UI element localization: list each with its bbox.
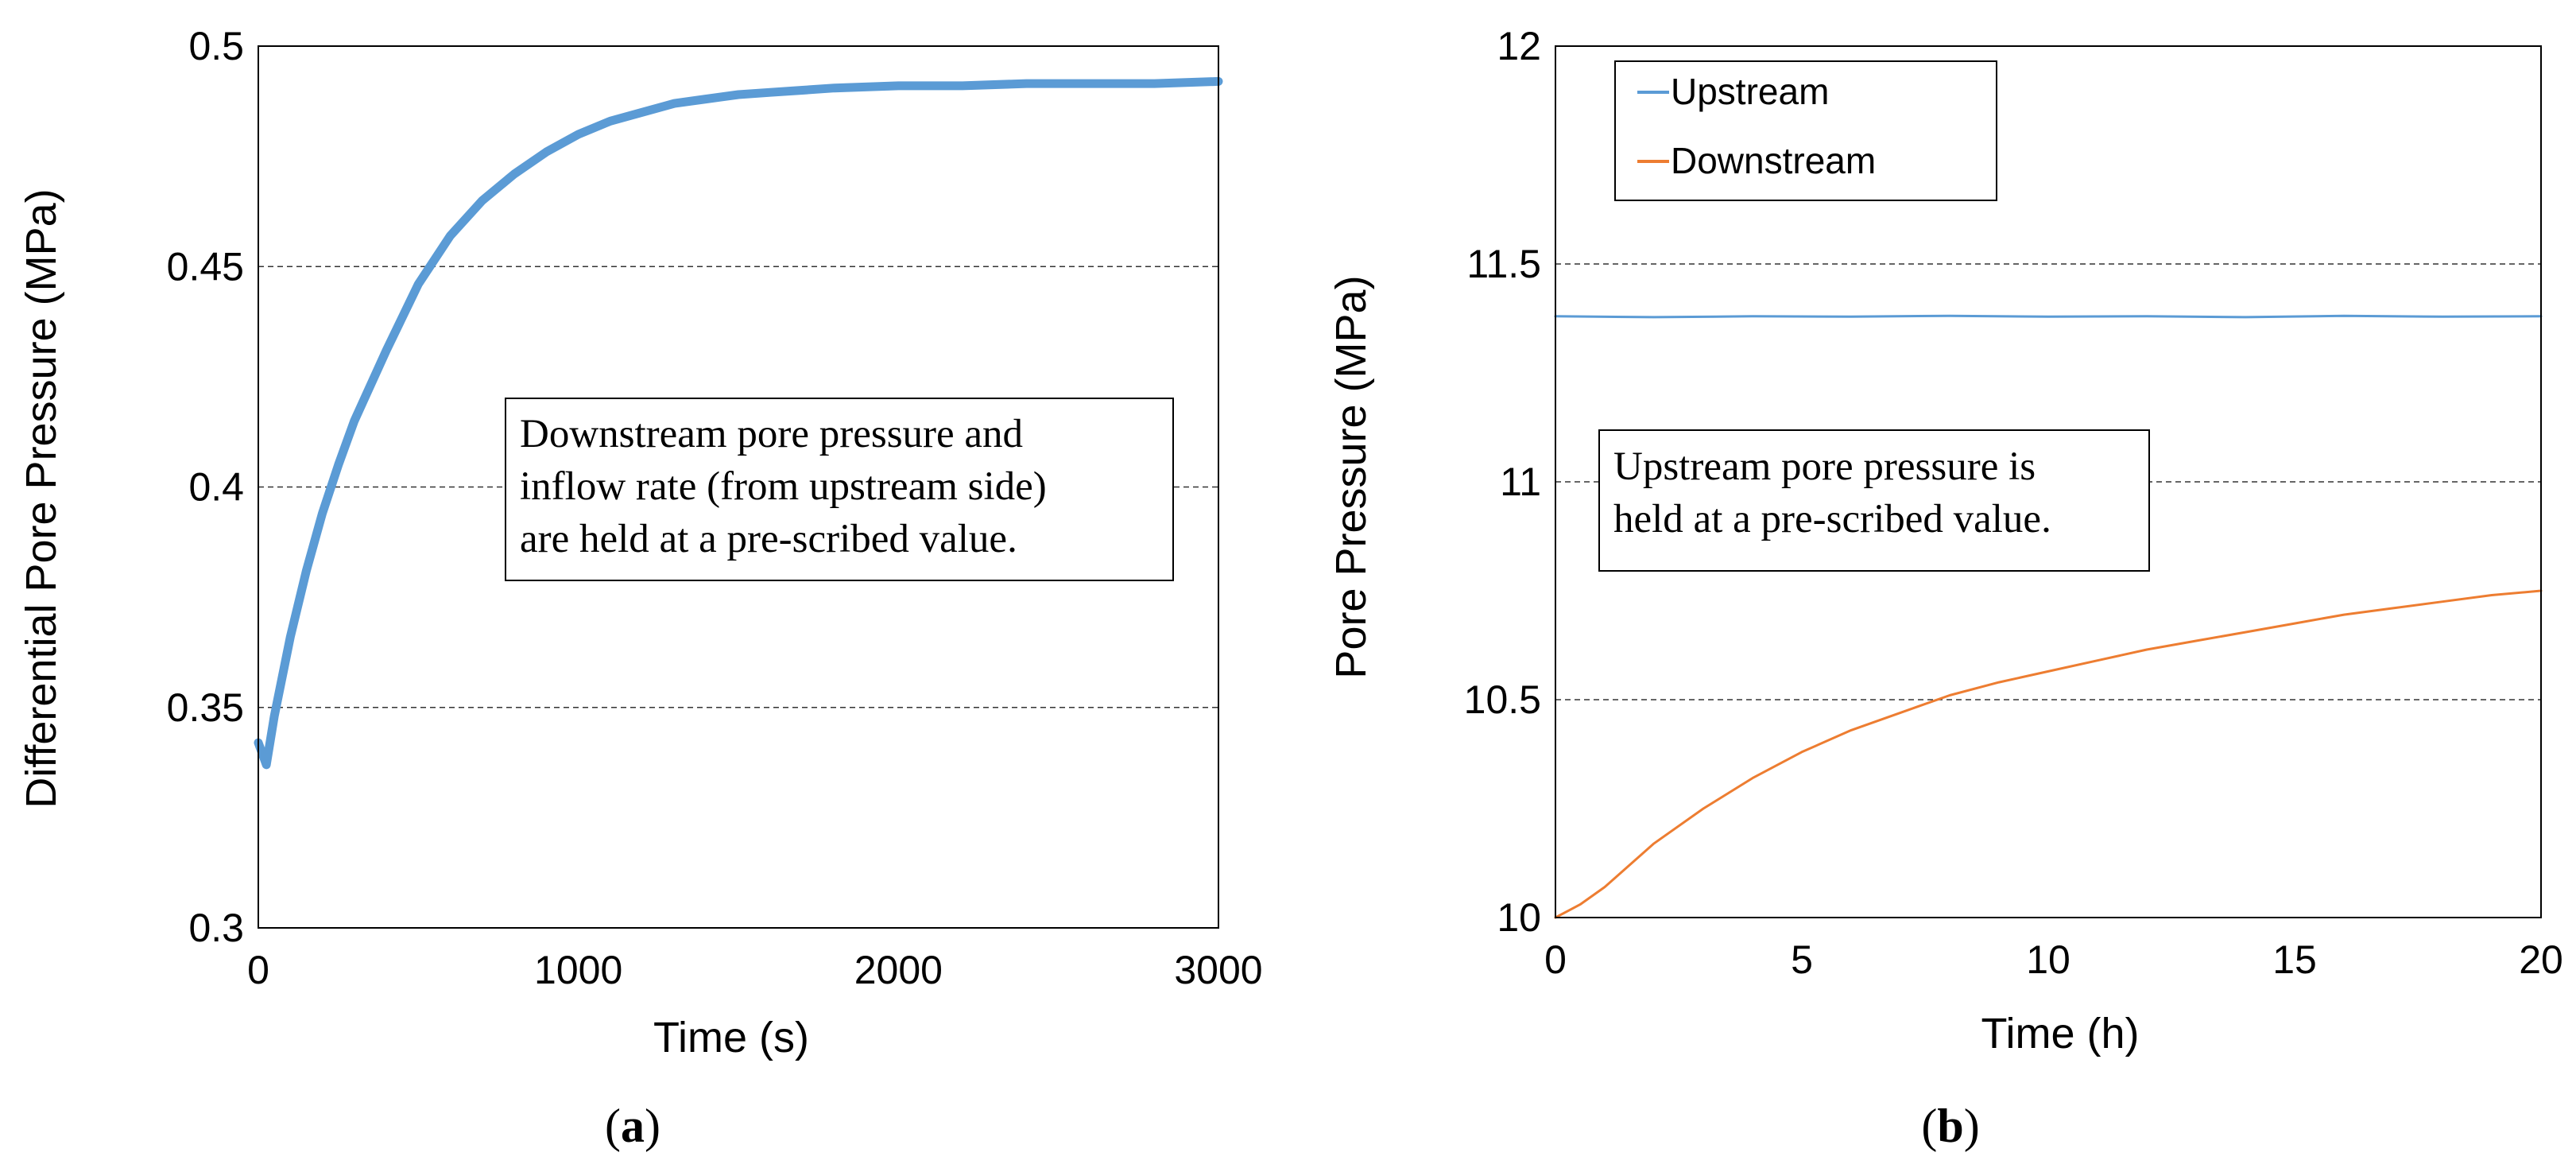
chart-a-plot-frame — [258, 45, 1219, 929]
a-y-tick-label: 0.45 — [167, 244, 244, 289]
a-x-tick-label: 2000 — [854, 948, 943, 992]
chart-b-annotation-line-2: held at a pre-scribed value. — [1613, 497, 2051, 541]
chart-a-series-layer — [254, 76, 1223, 770]
chart-b-legend-label-upstream: Upstream — [1671, 71, 1829, 112]
a-y-tick-label: 0.35 — [167, 685, 244, 730]
chart-b-annotation-line-1: Upstream pore pressure is — [1613, 444, 2036, 489]
chart-b-annotation: Upstream pore pressure is held at a pre-… — [1598, 429, 2150, 572]
b-y-tick-label: 11.5 — [1466, 242, 1541, 286]
a-series-differential-pore-pressure — [254, 76, 1223, 770]
chart-a-annotation-line-1: Downstream pore pressure and — [520, 412, 1023, 456]
b-x-tick-label: 10 — [2026, 937, 2070, 982]
chart-a-x-tick-labels: 0 1000 2000 3000 — [247, 948, 1263, 992]
panel-label-b-open: ( — [1921, 1100, 1937, 1152]
b-x-tick-label: 20 — [2519, 937, 2563, 982]
a-x-tick-label: 3000 — [1174, 948, 1262, 992]
b-x-tick-label: 15 — [2272, 937, 2317, 982]
b-y-tick-label: 10 — [1497, 895, 1541, 940]
a-y-tick-label: 0.4 — [188, 465, 244, 510]
chart-b-plot-frame — [1555, 45, 2542, 918]
a-y-tick-label: 0.5 — [188, 24, 244, 68]
chart-b-x-tick-labels: 0 5 10 15 20 — [1544, 937, 2563, 982]
chart-a-annotation-line-3: are held at a pre-scribed value. — [520, 517, 1017, 561]
b-x-tick-label: 0 — [1544, 937, 1567, 982]
panel-label-b: (b) — [1921, 1100, 1979, 1152]
chart-b-y-tick-labels: 10 10.5 11 11.5 12 — [1464, 24, 1541, 940]
chart-a-annotation-line-2: inflow rate (from upstream side) — [520, 464, 1047, 509]
b-series-upstream — [1554, 314, 2543, 319]
panel-label-a-open: ( — [605, 1100, 621, 1152]
b-y-tick-label: 11 — [1500, 460, 1541, 504]
panel-label-b-close: ) — [1964, 1100, 1980, 1152]
chart-a-x-axis-title: Time (s) — [653, 1014, 809, 1061]
chart-b-x-axis-title: Time (h) — [1981, 1010, 2140, 1057]
b-series-downstream — [1554, 589, 2543, 919]
a-x-tick-label: 1000 — [534, 948, 622, 992]
chart-b-annotation-box — [1598, 429, 2150, 572]
chart-a-y-tick-labels: 0.3 0.35 0.4 0.45 0.5 — [167, 24, 244, 950]
panel-label-b-letter: b — [1937, 1100, 1963, 1152]
chart-a: 0.3 0.35 0.4 0.45 0.5 0 1000 2000 3000 Time (s)… — [17, 24, 1263, 1152]
chart-b-y-axis-title: Pore Pressure (MPa) — [1327, 275, 1375, 678]
panel-label-a-letter: a — [621, 1100, 645, 1152]
b-y-tick-label: 10.5 — [1464, 677, 1541, 722]
chart-a-y-axis-title: Differential Pore Pressure (MPa) — [17, 188, 65, 808]
chart-b: 10 10.5 11 11.5 12 0 5 10 15 20 Time (h) Pore Pr… — [1327, 24, 2563, 1152]
chart-b-legend-label-downstream: Downstream — [1671, 140, 1876, 181]
b-x-tick-label: 5 — [1791, 937, 1813, 982]
panel-label-a: (a) — [605, 1100, 660, 1152]
b-y-tick-label: 12 — [1497, 24, 1541, 68]
chart-a-annotation-box — [505, 398, 1174, 581]
chart-b-series-layer — [1554, 314, 2543, 919]
a-x-tick-label: 0 — [247, 948, 269, 992]
a-y-tick-label: 0.3 — [188, 906, 244, 950]
chart-b-legend: Upstream Downstream — [1614, 60, 1997, 201]
chart-b-legend-box — [1614, 60, 1997, 201]
panel-label-a-close: ) — [645, 1100, 660, 1152]
chart-a-annotation: Downstream pore pressure and inflow rate… — [505, 398, 1174, 581]
